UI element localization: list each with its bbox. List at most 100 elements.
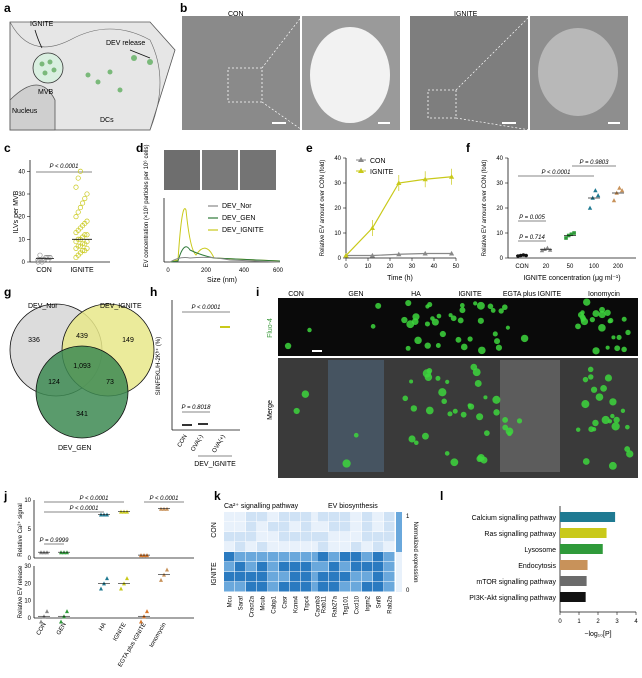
e-xtick-label: 20 bbox=[387, 264, 394, 270]
panel-i-images bbox=[278, 298, 638, 478]
panel-label-k: k bbox=[214, 489, 221, 503]
k-ev-cell bbox=[351, 582, 362, 592]
chart-j: 0 5 10 0 10 20 30 bbox=[24, 498, 194, 624]
k-ca-cell bbox=[301, 532, 312, 542]
label-ignite: IGNITE bbox=[30, 21, 54, 28]
c-ytick-label: 40 bbox=[18, 169, 25, 175]
i-cell-fluo bbox=[375, 302, 382, 309]
i-cell-merge bbox=[575, 427, 581, 432]
i-col-ha: HA bbox=[411, 291, 421, 298]
i-cell-merge bbox=[601, 415, 610, 425]
j-point-bot bbox=[45, 609, 49, 614]
k-ca-cell bbox=[246, 562, 257, 572]
i-cell-fluo bbox=[577, 311, 584, 318]
h-ylabel: SIINFEKL/H-2Kᵇ⁺ (%) bbox=[155, 337, 162, 395]
f-point bbox=[572, 231, 576, 235]
c-point-con bbox=[47, 254, 53, 260]
k-ev-gene-label: Rab27a bbox=[333, 595, 339, 617]
k-ca-cell bbox=[301, 522, 312, 532]
l-bar bbox=[560, 512, 616, 522]
c-point-ignite bbox=[84, 191, 90, 197]
i-row-fluo4: Fluo-4 bbox=[267, 318, 274, 338]
i-cell-merge bbox=[613, 416, 620, 424]
e-point bbox=[422, 250, 428, 256]
k-ev-cell bbox=[351, 552, 362, 562]
k-ev-cell bbox=[362, 532, 373, 542]
k-ca-cell bbox=[312, 562, 323, 572]
k-ev-cell bbox=[329, 522, 340, 532]
k-ev-cell bbox=[318, 532, 329, 542]
k-ev-cell bbox=[340, 522, 351, 532]
k-ca-cell bbox=[235, 582, 246, 592]
e-point bbox=[396, 251, 402, 257]
i-col-egta: EGTA plus IGNITE bbox=[503, 291, 562, 298]
l-bar-label: Lysosome bbox=[524, 547, 556, 554]
i-cell-fluo bbox=[621, 346, 627, 353]
chart-e: 0 10 20 30 40 50 0 10 20 30 40 bbox=[334, 156, 460, 270]
f-point bbox=[521, 253, 526, 257]
k-ca-cell bbox=[224, 572, 235, 582]
f-point bbox=[587, 205, 593, 210]
c-point-ignite bbox=[75, 209, 81, 215]
k-ca-cell bbox=[257, 532, 268, 542]
i-cell-merge bbox=[467, 403, 472, 408]
j-point-bot bbox=[65, 609, 69, 614]
c-point-ignite bbox=[80, 200, 86, 206]
h-xtick-con: CON bbox=[177, 434, 189, 449]
k-ev-cell bbox=[362, 512, 373, 522]
k-ca-cell bbox=[257, 582, 268, 592]
k-ca-cell bbox=[246, 572, 257, 582]
i-cell-merge bbox=[476, 413, 484, 421]
g-count-ignite-gen: 73 bbox=[106, 379, 114, 386]
l-bar bbox=[560, 576, 587, 586]
k-ev-cell bbox=[384, 572, 395, 582]
f-point bbox=[611, 198, 617, 203]
i-cell-fluo bbox=[467, 336, 473, 342]
k-ca-cell bbox=[257, 552, 268, 562]
i-cell-fluo bbox=[505, 325, 510, 330]
l-xtick-label: 0 bbox=[558, 619, 562, 625]
label-dcs: DCs bbox=[100, 117, 114, 124]
i-cell-fluo bbox=[498, 308, 504, 314]
g-count-nor: 336 bbox=[28, 337, 40, 344]
k-cb-tick-1: 1 bbox=[406, 514, 410, 520]
i-cell-fluo bbox=[490, 308, 496, 313]
k-ca-cell bbox=[290, 582, 301, 592]
i-cell-merge bbox=[402, 395, 409, 402]
i-cell-fluo bbox=[405, 299, 412, 307]
i-cell-merge bbox=[588, 374, 594, 380]
l-xtick-label: 2 bbox=[596, 619, 600, 625]
j-point-bot bbox=[39, 619, 43, 624]
k-ev-gene-label: Cxcl10 bbox=[355, 595, 361, 614]
i-cell-fluo bbox=[459, 303, 465, 308]
h-xtick-ova-pos: OVA(+) bbox=[212, 434, 227, 454]
i-row-merge: Merge bbox=[267, 400, 274, 420]
i-col-gen: GEN bbox=[348, 291, 363, 298]
f-ytick-label: 10 bbox=[496, 231, 503, 237]
j-point-bot bbox=[59, 619, 63, 624]
k-ev-cell bbox=[384, 512, 395, 522]
k-ca-cell bbox=[235, 522, 246, 532]
c-ytick-label: 20 bbox=[18, 215, 25, 221]
k-ev-cell bbox=[340, 532, 351, 542]
f-point bbox=[545, 245, 550, 250]
k-ca-cell bbox=[235, 562, 246, 572]
k-ca-gene-label: Cacnb3 bbox=[316, 595, 322, 616]
k-ev-cell bbox=[373, 532, 384, 542]
e-point bbox=[396, 180, 402, 185]
panel-a-schematic bbox=[9, 21, 176, 131]
f-xtick-label: 100 bbox=[589, 264, 600, 270]
j-point-bot bbox=[99, 586, 103, 591]
d-legend-ignite: DEV_IGNITE bbox=[222, 227, 264, 234]
k-ev-cell bbox=[362, 522, 373, 532]
k-ca-cell bbox=[246, 552, 257, 562]
k-ev-cell bbox=[318, 562, 329, 572]
l-bar bbox=[560, 544, 603, 554]
panel-label-f: f bbox=[466, 141, 471, 155]
k-ca-cell bbox=[301, 562, 312, 572]
i-cell-fluo bbox=[477, 317, 484, 324]
i-cell-fluo bbox=[492, 331, 498, 337]
k-ca-cell bbox=[290, 542, 301, 552]
j-xtick-label: CON bbox=[36, 622, 48, 637]
l-xtick-label: 3 bbox=[615, 619, 619, 625]
